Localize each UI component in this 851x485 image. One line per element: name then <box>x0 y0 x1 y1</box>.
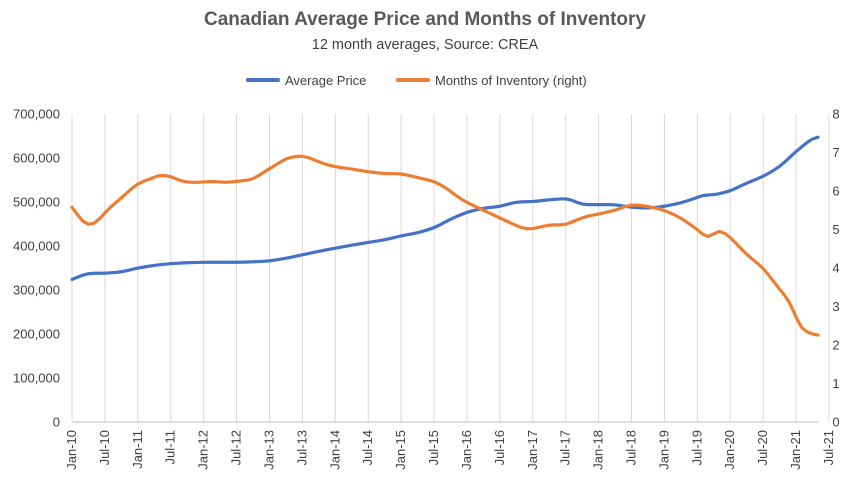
y-right-tick-label: 4 <box>832 261 839 276</box>
x-tick-label: Jan-21 <box>788 430 803 470</box>
x-tick-label: Jul-16 <box>492 430 507 465</box>
x-tick-label: Jul-12 <box>229 430 244 465</box>
series-line-average-price <box>70 135 820 282</box>
y-right-tick-label: 7 <box>832 145 839 160</box>
x-tick-label: Jan-14 <box>327 430 342 470</box>
y-right-tick-label: 2 <box>832 338 839 353</box>
y-right-tick-label: 3 <box>832 299 839 314</box>
series-lines <box>70 135 820 337</box>
y-right-tick-label: 1 <box>832 376 839 391</box>
y-left-tick-label: 0 <box>53 415 60 430</box>
x-tick-label: Jan-13 <box>261 430 276 470</box>
y-left-tick-label: 700,000 <box>13 107 60 122</box>
y-left-tick-label: 400,000 <box>13 239 60 254</box>
y-left-tick-label: 600,000 <box>13 151 60 166</box>
x-tick-label: Jan-10 <box>64 430 79 470</box>
x-tick-label: Jul-13 <box>294 430 309 465</box>
x-tick-label: Jan-19 <box>656 430 671 470</box>
y-right-tick-label: 6 <box>832 184 839 199</box>
x-tick-label: Jul-11 <box>163 430 178 464</box>
x-tick-label: Jul-18 <box>624 430 639 465</box>
x-tick-label: Jan-11 <box>130 430 145 469</box>
y-left-tick-label: 200,000 <box>13 327 60 342</box>
x-tick-label: Jul-20 <box>755 430 770 465</box>
y-left-tick-label: 300,000 <box>13 283 60 298</box>
chart-title: Canadian Average Price and Months of Inv… <box>204 9 646 30</box>
x-tick-label: Jul-21 <box>821 430 836 465</box>
y-left-tick-label: 500,000 <box>13 195 60 210</box>
x-tick-label: Jul-15 <box>426 430 441 465</box>
vertical-gridlines <box>71 114 830 422</box>
chart-subtitle: 12 month averages, Source: CREA <box>312 37 539 53</box>
y-right-tick-label: 8 <box>832 107 839 122</box>
x-tick-label: Jul-14 <box>360 430 375 465</box>
x-tick-label: Jul-19 <box>689 430 704 465</box>
x-tick-label: Jan-17 <box>525 430 540 470</box>
legend-label-average-price: Average Price <box>285 73 366 88</box>
x-tick-label: Jan-12 <box>196 430 211 470</box>
x-tick-label: Jan-15 <box>393 430 408 470</box>
legend: Average Price Months of Inventory (right… <box>246 73 587 88</box>
y-right-tick-label: 0 <box>832 415 839 430</box>
x-tick-label: Jul-17 <box>558 430 573 465</box>
x-tick-label: Jul-10 <box>97 430 112 465</box>
x-tick-label: Jan-16 <box>459 430 474 470</box>
x-tick-label: Jan-20 <box>722 430 737 470</box>
legend-label-months-of-inventory: Months of Inventory (right) <box>435 73 587 88</box>
x-tick-label: Jan-18 <box>591 430 606 470</box>
series-line-months-of-inventory <box>70 154 820 337</box>
axes: Jan-10 Jul-10 Jan-11 Jul-11 Jan-12 Jul-12 Jan-… <box>13 107 840 470</box>
y-right-tick-label: 5 <box>832 222 839 237</box>
y-left-tick-label: 100,000 <box>13 371 60 386</box>
